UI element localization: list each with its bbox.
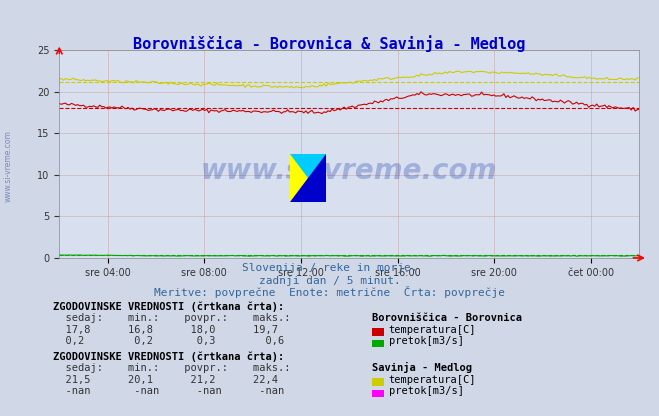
Text: temperatura[C]: temperatura[C] xyxy=(389,375,476,385)
Text: 21,5      20,1      21,2      22,4: 21,5 20,1 21,2 22,4 xyxy=(53,375,277,385)
Text: zadnji dan / 5 minut.: zadnji dan / 5 minut. xyxy=(258,276,401,286)
Text: Savinja - Medlog: Savinja - Medlog xyxy=(372,362,473,373)
Text: sedaj:    min.:    povpr.:    maks.:: sedaj: min.: povpr.: maks.: xyxy=(53,313,290,323)
Text: pretok[m3/s]: pretok[m3/s] xyxy=(389,386,464,396)
Text: sedaj:    min.:    povpr.:    maks.:: sedaj: min.: povpr.: maks.: xyxy=(53,363,290,373)
Text: temperatura[C]: temperatura[C] xyxy=(389,325,476,335)
Text: www.si-vreme.com: www.si-vreme.com xyxy=(201,156,498,185)
Text: www.si-vreme.com: www.si-vreme.com xyxy=(4,131,13,202)
Text: pretok[m3/s]: pretok[m3/s] xyxy=(389,337,464,347)
Text: Slovenija / reke in morje.: Slovenija / reke in morje. xyxy=(242,263,417,273)
Text: 17,8      16,8      18,0      19,7: 17,8 16,8 18,0 19,7 xyxy=(53,325,277,335)
Polygon shape xyxy=(290,154,326,202)
Polygon shape xyxy=(290,154,326,202)
Text: ZGODOVINSKE VREDNOSTI (črtkana črta):: ZGODOVINSKE VREDNOSTI (črtkana črta): xyxy=(53,302,284,312)
Text: Meritve: povprečne  Enote: metrične  Črta: povprečje: Meritve: povprečne Enote: metrične Črta:… xyxy=(154,286,505,298)
Text: ZGODOVINSKE VREDNOSTI (črtkana črta):: ZGODOVINSKE VREDNOSTI (črtkana črta): xyxy=(53,352,284,362)
Text: Borovniščica - Borovnica & Savinja - Medlog: Borovniščica - Borovnica & Savinja - Med… xyxy=(133,35,526,52)
Text: 0,2        0,2       0,3        0,6: 0,2 0,2 0,3 0,6 xyxy=(53,337,284,347)
Polygon shape xyxy=(290,154,326,202)
Text: Borovniščica - Borovnica: Borovniščica - Borovnica xyxy=(372,313,523,323)
Text: -nan       -nan      -nan      -nan: -nan -nan -nan -nan xyxy=(53,386,284,396)
